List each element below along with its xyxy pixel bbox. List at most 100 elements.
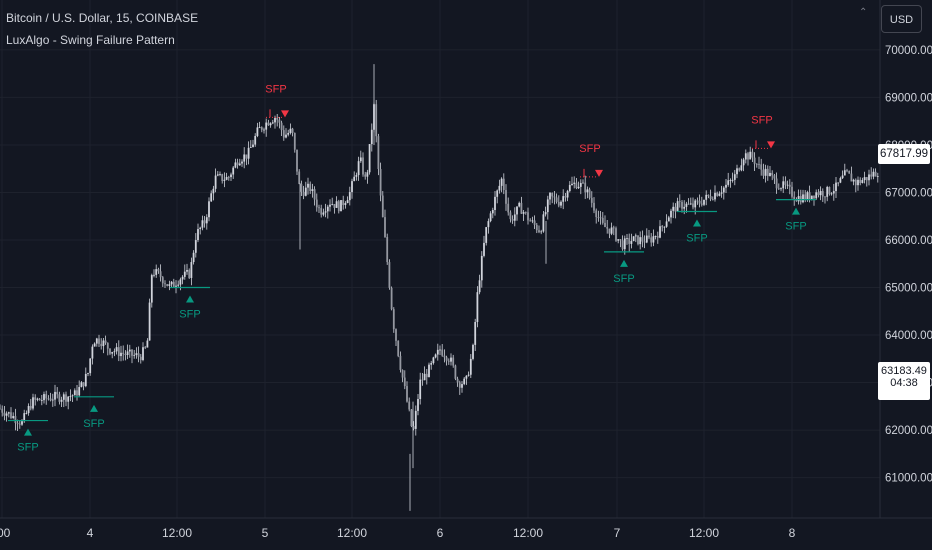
candle-body [555,197,558,202]
candle-body [474,322,477,345]
candle-body [619,239,622,241]
candle-body [322,212,325,215]
candle-body [289,128,292,133]
candle-body [252,144,254,148]
candle-body [3,412,6,416]
candle-body [652,236,655,243]
candle-body [758,164,760,165]
candle-body [628,238,631,244]
candle-body [535,224,538,231]
candle-body [480,255,483,281]
candle-body [821,191,824,197]
candle-body [150,275,153,303]
candle-body [133,354,136,356]
candle-body [36,398,39,400]
candle-body [280,122,283,131]
candle-body [804,194,807,200]
candle-body [769,172,771,176]
price-tick-label: 70000.00 [885,45,932,57]
candle-body [740,165,743,171]
candle-body [777,188,780,190]
candle-body [131,349,133,356]
candle-body [593,202,595,211]
candle-body [10,412,12,419]
candle-body [51,399,54,401]
candle-body [296,149,298,172]
candle-body [49,398,52,401]
candle-body [56,391,59,395]
candle-body [595,210,598,217]
candle-body [111,352,114,354]
candle-body [696,200,699,202]
candle-body [342,200,345,206]
candle-body [234,162,237,168]
candle-body [868,174,870,181]
candle-body [199,227,202,230]
candle-body [245,154,248,159]
candle-body [509,212,512,220]
candle-body [91,346,94,359]
candle-body [608,228,611,234]
candle-body [859,179,862,183]
candle-body [637,235,639,245]
candle-body [27,405,30,414]
candle-body [445,357,448,361]
crosshair-price-tag: 63183.49 04:38 [878,361,930,400]
candle-body [197,229,199,241]
candle-body [366,172,369,177]
currency-button[interactable]: USD [881,5,922,33]
candle-body [830,193,833,195]
candle-body [819,191,822,196]
candle-body [225,177,228,180]
bullish-triangle-icon [792,207,800,215]
candle-body [531,220,534,222]
price-tick-label: 69000.00 [885,92,932,104]
candle-body [377,136,380,170]
candle-body [579,183,582,187]
candle-body [443,355,446,358]
candle-body [582,182,584,184]
candle-body [522,212,525,214]
candle-body [95,338,98,344]
sfp-label-bullish: SFP [785,221,806,233]
candle-body [186,270,188,272]
bullish-triangle-icon [24,428,32,436]
candle-body [406,386,408,402]
candle-body [606,227,609,229]
candle-body [520,202,523,214]
candle-body [384,217,386,237]
candle-body [837,182,840,184]
candle-body [630,241,633,244]
candle-body [155,269,158,275]
chevron-up-icon[interactable]: ⌃ [859,7,868,18]
candle-body [1,408,4,413]
time-axis[interactable]: :00 4 12:00 5 12:00 6 12:00 7 12:00 8 [0,526,796,540]
candle-body [285,134,287,138]
crosshair-price-value: 63183.49 [881,364,927,377]
candle-body [716,192,719,196]
candle-body [216,174,219,176]
candle-body [337,201,340,212]
bearish-triangle-icon [281,110,289,118]
candle-body [302,191,305,196]
candle-body [267,122,270,126]
candle-body [71,395,74,397]
candle-body [753,157,756,164]
candle-body [720,192,723,194]
candle-body [815,192,818,199]
candle-body [489,213,492,222]
candle-body [773,175,776,179]
candle-body [60,399,63,402]
candle-body [58,394,61,402]
candle-body [164,283,166,285]
candle-body [159,271,162,278]
candle-body [711,199,714,200]
candle-body [810,195,813,200]
candle-body [703,199,705,205]
candle-body [843,170,846,176]
candle-body [786,184,789,186]
candle-body [722,187,725,193]
candle-body [274,117,276,123]
candle-body [192,252,195,263]
